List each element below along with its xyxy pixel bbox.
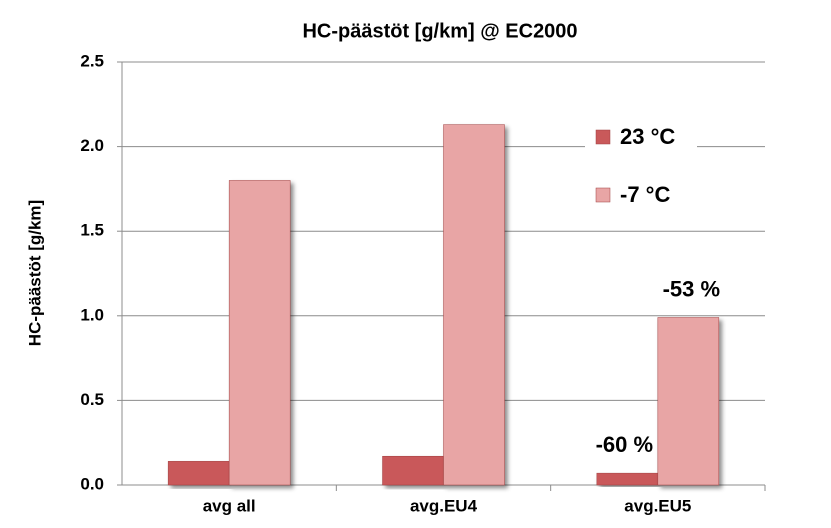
- y-tick-label: 2.5: [80, 51, 104, 70]
- legend-label: 23 °C: [620, 124, 675, 149]
- y-axis-label: HC-päästöt [g/km]: [25, 200, 44, 346]
- legend-swatch: [595, 129, 611, 145]
- y-tick-label: 0.5: [80, 390, 104, 409]
- bar: [443, 124, 505, 486]
- bar: [382, 455, 444, 486]
- annotation: -60 %: [596, 432, 653, 457]
- x-tick-label: avg.EU5: [624, 496, 691, 515]
- y-tick-label: 1.0: [80, 305, 104, 324]
- x-tick-label: avg.EU4: [410, 496, 478, 515]
- x-tick-label: avg all: [203, 496, 256, 515]
- bar: [596, 472, 659, 486]
- y-tick-label: 1.5: [80, 221, 104, 240]
- legend-swatch: [595, 187, 611, 203]
- bar: [657, 317, 720, 486]
- legend-label: -7 °C: [620, 182, 670, 207]
- y-tick-label: 2.0: [80, 136, 104, 155]
- bar: [167, 461, 230, 486]
- annotation: -53 %: [663, 276, 720, 301]
- bar: [228, 180, 291, 486]
- chart-title: HC-päästöt [g/km] @ EC2000: [302, 20, 577, 42]
- y-tick-label: 0.0: [80, 474, 104, 493]
